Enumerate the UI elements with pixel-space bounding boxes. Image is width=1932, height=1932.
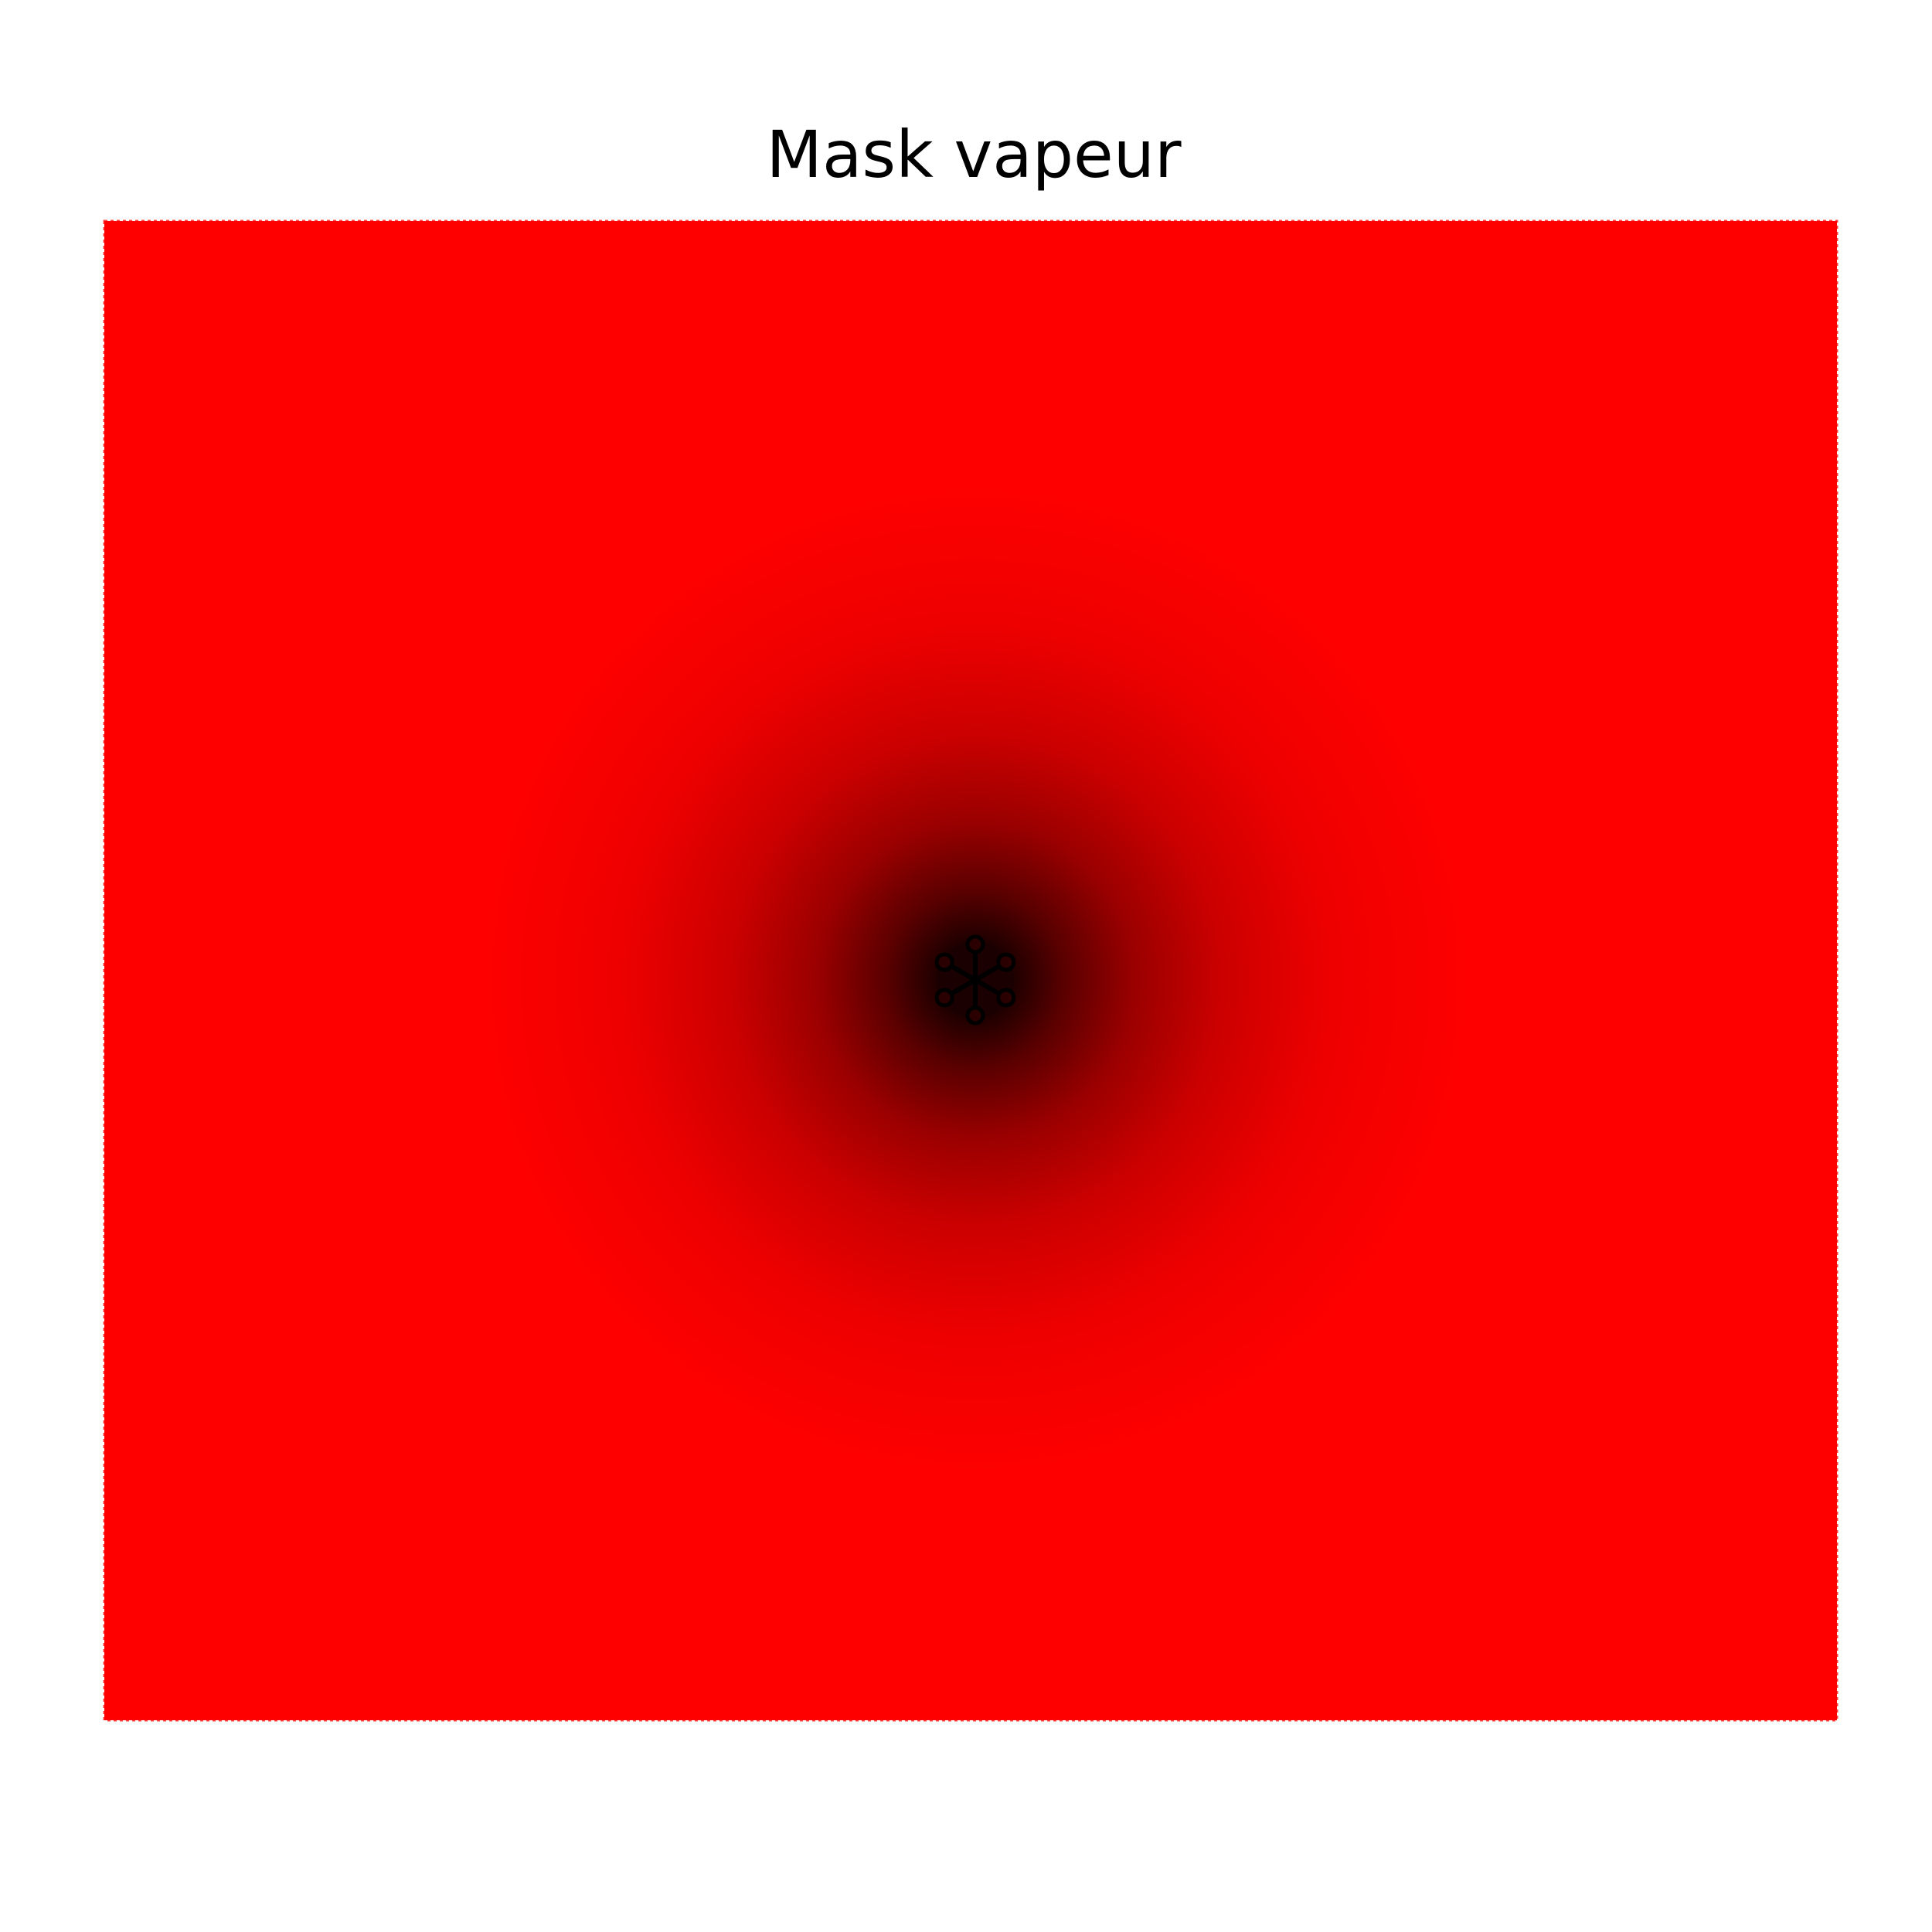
center-hub (970, 975, 981, 985)
center-node (996, 988, 1016, 1008)
center-node (965, 934, 985, 954)
center-node (934, 988, 954, 1008)
center-structure (934, 934, 1016, 1026)
center-node (996, 952, 1016, 972)
center-node (965, 1005, 985, 1026)
center-node (934, 952, 954, 972)
chart-title: Mask vapeur (766, 117, 1182, 192)
